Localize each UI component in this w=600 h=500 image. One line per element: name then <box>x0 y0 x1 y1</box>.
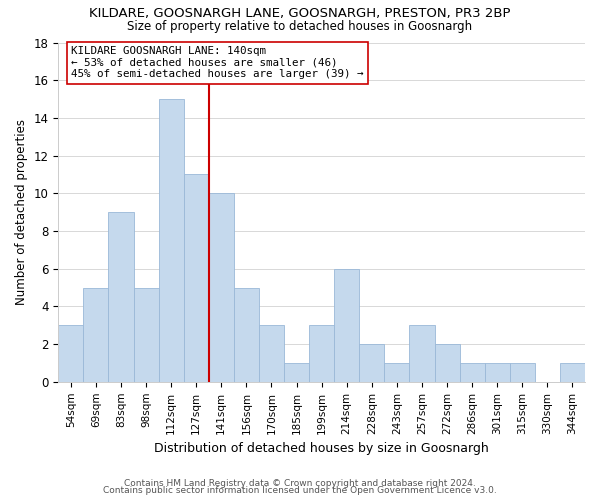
Text: Size of property relative to detached houses in Goosnargh: Size of property relative to detached ho… <box>127 20 473 33</box>
Bar <box>460 363 485 382</box>
X-axis label: Distribution of detached houses by size in Goosnargh: Distribution of detached houses by size … <box>154 442 489 455</box>
Bar <box>109 212 134 382</box>
Text: KILDARE, GOOSNARGH LANE, GOOSNARGH, PRESTON, PR3 2BP: KILDARE, GOOSNARGH LANE, GOOSNARGH, PRES… <box>89 8 511 20</box>
Bar <box>309 326 334 382</box>
Bar <box>209 194 234 382</box>
Bar <box>259 326 284 382</box>
Bar <box>158 99 184 382</box>
Bar <box>485 363 510 382</box>
Bar <box>334 268 359 382</box>
Bar <box>359 344 385 382</box>
Bar <box>58 326 83 382</box>
Bar <box>134 288 158 382</box>
Bar <box>560 363 585 382</box>
Bar <box>83 288 109 382</box>
Text: KILDARE GOOSNARGH LANE: 140sqm
← 53% of detached houses are smaller (46)
45% of : KILDARE GOOSNARGH LANE: 140sqm ← 53% of … <box>71 46 364 80</box>
Bar <box>434 344 460 382</box>
Bar <box>409 326 434 382</box>
Bar <box>184 174 209 382</box>
Bar <box>234 288 259 382</box>
Bar <box>510 363 535 382</box>
Text: Contains public sector information licensed under the Open Government Licence v3: Contains public sector information licen… <box>103 486 497 495</box>
Text: Contains HM Land Registry data © Crown copyright and database right 2024.: Contains HM Land Registry data © Crown c… <box>124 478 476 488</box>
Bar <box>385 363 409 382</box>
Y-axis label: Number of detached properties: Number of detached properties <box>15 119 28 305</box>
Bar <box>284 363 309 382</box>
